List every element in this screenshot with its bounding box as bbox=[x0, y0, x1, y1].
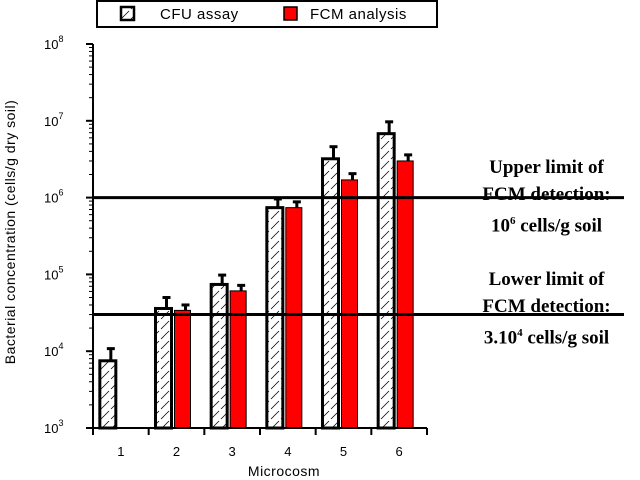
legend-swatch-fcm bbox=[283, 6, 298, 21]
y-tick-label: 108 bbox=[44, 34, 63, 52]
x-tick-label: 1 bbox=[117, 444, 124, 459]
x-tick-label: 3 bbox=[229, 444, 236, 459]
lower-limit-line3: 3.104 cells/g soil bbox=[483, 327, 610, 349]
y-tick-label: 103 bbox=[44, 418, 63, 436]
bar-fcm bbox=[285, 207, 303, 429]
y-axis: 103 104 105 106 107 108 bbox=[44, 34, 93, 436]
bar-cfu bbox=[376, 132, 396, 430]
bar-fcm bbox=[341, 179, 358, 429]
bar-fcm bbox=[229, 290, 247, 429]
lower-limit-line2: FCM detection: bbox=[482, 296, 611, 317]
bar-cfu bbox=[98, 359, 118, 430]
y-tick-label: 106 bbox=[44, 188, 63, 206]
x-tick-label: 4 bbox=[284, 444, 291, 459]
upper-limit-line2: FCM detection: bbox=[482, 184, 611, 205]
x-axis: 1 2 3 4 5 6 bbox=[92, 428, 428, 459]
bar-cfu bbox=[265, 206, 285, 430]
y-tick-label: 104 bbox=[44, 341, 63, 359]
y-tick-label: 107 bbox=[44, 111, 63, 129]
upper-limit-line1: Upper limit of bbox=[489, 157, 604, 178]
legend-item-fcm: FCM analysis bbox=[283, 6, 407, 23]
legend-swatch-cfu bbox=[119, 5, 136, 22]
lower-limit-annotation: Lower limit of FCM detection: 3.104 cell… bbox=[459, 266, 634, 351]
bar-cfu bbox=[154, 306, 173, 430]
x-tick-label: 5 bbox=[340, 444, 347, 459]
legend-box bbox=[96, 0, 438, 28]
legend: CFU assay FCM analysis bbox=[96, 0, 438, 28]
x-tick-label: 6 bbox=[396, 444, 403, 459]
legend-label-cfu: CFU assay bbox=[160, 6, 239, 23]
y-axis-title: Bacterial concentration (cells/g dry soi… bbox=[2, 100, 18, 365]
bars bbox=[98, 120, 414, 430]
legend-item-cfu: CFU assay bbox=[119, 5, 239, 23]
bar-fcm bbox=[396, 160, 414, 429]
y-tick-label: 105 bbox=[44, 264, 63, 282]
bar-fcm bbox=[174, 309, 191, 429]
upper-limit-annotation: Upper limit of FCM detection: 106 cells/… bbox=[459, 154, 634, 239]
lower-limit-line1: Lower limit of bbox=[488, 269, 605, 290]
x-axis-title: Microcosm bbox=[248, 463, 320, 479]
legend-label-fcm: FCM analysis bbox=[310, 6, 407, 23]
x-tick-label: 2 bbox=[173, 444, 180, 459]
bar-cfu bbox=[321, 157, 340, 430]
bar-cfu bbox=[209, 282, 229, 430]
upper-limit-line3: 106 cells/g soil bbox=[490, 215, 603, 237]
